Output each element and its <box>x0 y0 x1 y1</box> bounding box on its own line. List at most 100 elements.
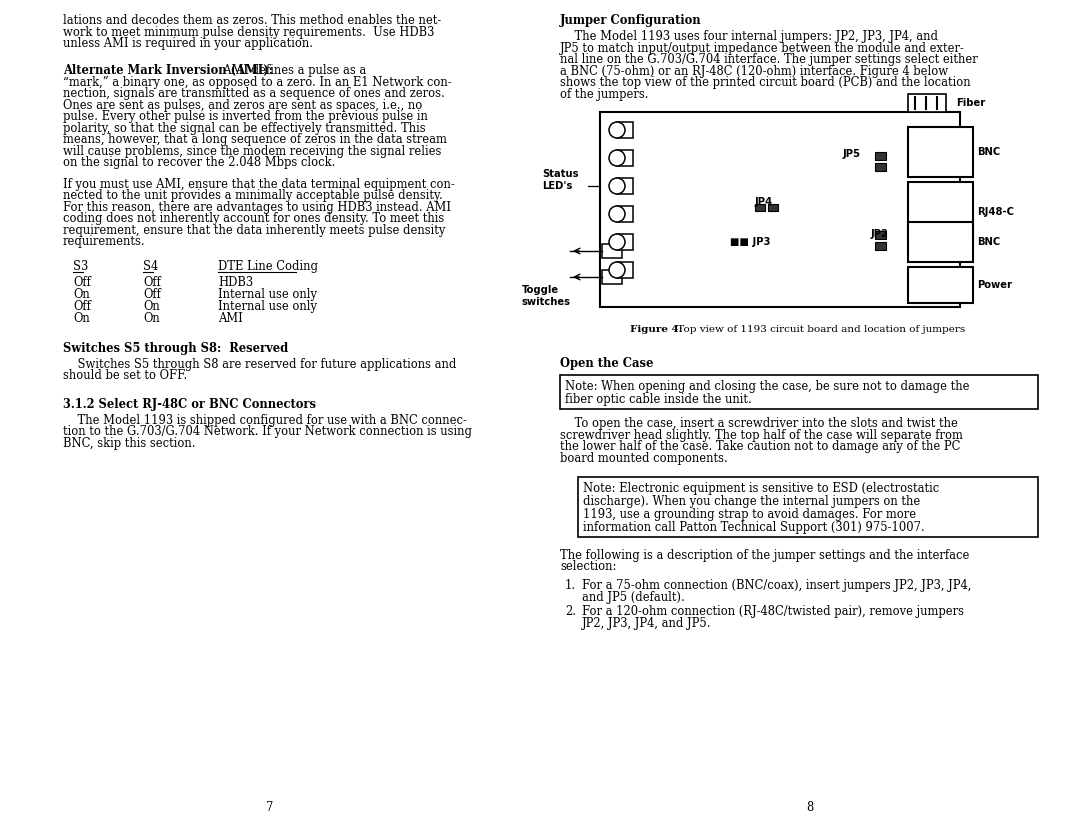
Text: 8: 8 <box>807 801 813 814</box>
Bar <box>908 94 946 112</box>
Text: Alternate Mark Inversion (AMI):: Alternate Mark Inversion (AMI): <box>63 64 273 77</box>
Text: screwdriver head slightly. The top half of the case will separate from: screwdriver head slightly. The top half … <box>561 429 963 441</box>
Text: coding does not inherently account for ones density. To meet this: coding does not inherently account for o… <box>63 212 444 225</box>
Text: JP2: JP2 <box>870 229 888 239</box>
Text: AMI: AMI <box>218 312 243 324</box>
Text: selection:: selection: <box>561 560 617 574</box>
Text: BNC: BNC <box>977 147 1000 157</box>
Text: HDB3: HDB3 <box>218 275 253 289</box>
Text: of the jumpers.: of the jumpers. <box>561 88 648 101</box>
Text: Status
LED's: Status LED's <box>542 169 579 191</box>
Text: information call Patton Technical Support (301) 975-1007.: information call Patton Technical Suppor… <box>583 521 924 534</box>
Text: on the signal to recover the 2.048 Mbps clock.: on the signal to recover the 2.048 Mbps … <box>63 156 336 169</box>
Text: fiber optic cable inside the unit.: fiber optic cable inside the unit. <box>565 393 752 406</box>
Text: Top view of 1193 circuit board and location of jumpers: Top view of 1193 circuit board and locat… <box>674 325 966 334</box>
Text: S4: S4 <box>143 259 159 273</box>
Circle shape <box>609 122 625 138</box>
Circle shape <box>609 178 625 194</box>
Bar <box>602 270 622 284</box>
Text: For this reason, there are advantages to using HDB3 instead. AMI: For this reason, there are advantages to… <box>63 200 451 214</box>
Text: Switches S5 through S8 are reserved for future applications and: Switches S5 through S8 are reserved for … <box>63 358 457 370</box>
Text: S3: S3 <box>73 259 89 273</box>
Text: ■■ JP3: ■■ JP3 <box>730 237 770 247</box>
Bar <box>875 231 886 239</box>
Circle shape <box>609 206 625 222</box>
Text: For a 75-ohm connection (BNC/coax), insert jumpers JP2, JP3, JP4,: For a 75-ohm connection (BNC/coax), inse… <box>582 579 971 592</box>
Text: discharge). When you change the internal jumpers on the: discharge). When you change the internal… <box>583 495 920 508</box>
Text: Ones are sent as pulses, and zeros are sent as spaces, i.e., no: Ones are sent as pulses, and zeros are s… <box>63 98 422 112</box>
Bar <box>561 375 1038 409</box>
Text: The following is a description of the jumper settings and the interface: The following is a description of the ju… <box>561 549 970 562</box>
Text: JP5: JP5 <box>843 149 861 159</box>
Bar <box>602 244 622 258</box>
Text: 1.: 1. <box>565 579 576 592</box>
Text: unless AMI is required in your application.: unless AMI is required in your applicati… <box>63 37 313 50</box>
Text: nal line on the G.703/G.704 interface. The jumper settings select either: nal line on the G.703/G.704 interface. T… <box>561 53 977 66</box>
Circle shape <box>609 234 625 250</box>
Text: Internal use only: Internal use only <box>218 288 318 300</box>
Bar <box>617 178 633 194</box>
Bar <box>908 182 973 242</box>
Text: nection, signals are transmitted as a sequence of ones and zeros.: nection, signals are transmitted as a se… <box>63 87 445 100</box>
Text: DTE Line Coding: DTE Line Coding <box>218 259 318 273</box>
Text: work to meet minimum pulse density requirements.  Use HDB3: work to meet minimum pulse density requi… <box>63 26 434 38</box>
Text: AMI defines a pulse as a: AMI defines a pulse as a <box>216 64 367 77</box>
Bar <box>875 242 886 250</box>
Text: pulse. Every other pulse is inverted from the previous pulse in: pulse. Every other pulse is inverted fro… <box>63 110 428 123</box>
Bar <box>578 477 1038 537</box>
Text: The Model 1193 uses four internal jumpers: JP2, JP3, JP4, and: The Model 1193 uses four internal jumper… <box>561 30 939 43</box>
Text: 7: 7 <box>267 801 273 814</box>
Text: will cause problems, since the modem receiving the signal relies: will cause problems, since the modem rec… <box>63 144 442 158</box>
Text: should be set to OFF.: should be set to OFF. <box>63 369 187 382</box>
Bar <box>617 150 633 166</box>
Text: On: On <box>73 288 90 300</box>
Text: tion to the G.703/G.704 Network. If your Network connection is using: tion to the G.703/G.704 Network. If your… <box>63 425 472 438</box>
Text: board mounted components.: board mounted components. <box>561 451 728 465</box>
Text: On: On <box>73 312 90 324</box>
Bar <box>875 152 886 160</box>
Text: the lower half of the case. Take caution not to damage any of the PC: the lower half of the case. Take caution… <box>561 440 960 453</box>
Text: Off: Off <box>73 275 91 289</box>
Text: BNC: BNC <box>977 237 1000 247</box>
Text: 2.: 2. <box>565 605 576 618</box>
Bar <box>908 222 973 262</box>
Text: shows the top view of the printed circuit board (PCB) and the location: shows the top view of the printed circui… <box>561 76 971 89</box>
Text: 3.1.2 Select RJ-48C or BNC Connectors: 3.1.2 Select RJ-48C or BNC Connectors <box>63 398 316 410</box>
Text: and JP5 (default).: and JP5 (default). <box>582 591 685 604</box>
Text: Note: Electronic equipment is sensitive to ESD (electrostatic: Note: Electronic equipment is sensitive … <box>583 482 940 495</box>
Text: To open the case, insert a screwdriver into the slots and twist the: To open the case, insert a screwdriver i… <box>561 417 958 430</box>
Text: Note: When opening and closing the case, be sure not to damage the: Note: When opening and closing the case,… <box>565 380 970 393</box>
Text: Open the Case: Open the Case <box>561 357 653 370</box>
Text: Off: Off <box>143 288 161 300</box>
Text: Off: Off <box>73 299 91 313</box>
Text: Switches S5 through S8:  Reserved: Switches S5 through S8: Reserved <box>63 341 288 354</box>
Circle shape <box>609 150 625 166</box>
Bar <box>617 262 633 278</box>
Text: On: On <box>143 299 160 313</box>
Text: On: On <box>143 312 160 324</box>
Text: Off: Off <box>143 275 161 289</box>
Bar <box>908 127 973 177</box>
Bar <box>908 267 973 303</box>
Text: lations and decodes them as zeros. This method enables the net-: lations and decodes them as zeros. This … <box>63 14 442 27</box>
Text: polarity, so that the signal can be effectively transmitted. This: polarity, so that the signal can be effe… <box>63 122 426 134</box>
Text: RJ48-C: RJ48-C <box>977 207 1014 217</box>
Bar <box>875 163 886 171</box>
Text: Internal use only: Internal use only <box>218 299 318 313</box>
Bar <box>617 206 633 222</box>
Text: Figure 4:: Figure 4: <box>630 325 683 334</box>
Text: Jumper Configuration: Jumper Configuration <box>561 14 702 27</box>
Text: Toggle
switches: Toggle switches <box>522 285 571 307</box>
Text: requirements.: requirements. <box>63 235 146 248</box>
Text: requirement, ensure that the data inherently meets pulse density: requirement, ensure that the data inhere… <box>63 224 445 237</box>
Text: Power: Power <box>977 280 1012 290</box>
Text: For a 120-ohm connection (RJ-48C/twisted pair), remove jumpers: For a 120-ohm connection (RJ-48C/twisted… <box>582 605 964 618</box>
Bar <box>768 204 778 211</box>
Bar <box>755 204 765 211</box>
Text: means, however, that a long sequence of zeros in the data stream: means, however, that a long sequence of … <box>63 133 447 146</box>
Text: If you must use AMI, ensure that the data terminal equipment con-: If you must use AMI, ensure that the dat… <box>63 178 455 190</box>
Text: JP2, JP3, JP4, and JP5.: JP2, JP3, JP4, and JP5. <box>582 617 712 630</box>
Text: “mark,” a binary one, as opposed to a zero. In an E1 Network con-: “mark,” a binary one, as opposed to a ze… <box>63 76 451 88</box>
Bar <box>617 122 633 138</box>
Text: nected to the unit provides a minimally acceptable pulse density.: nected to the unit provides a minimally … <box>63 189 443 202</box>
